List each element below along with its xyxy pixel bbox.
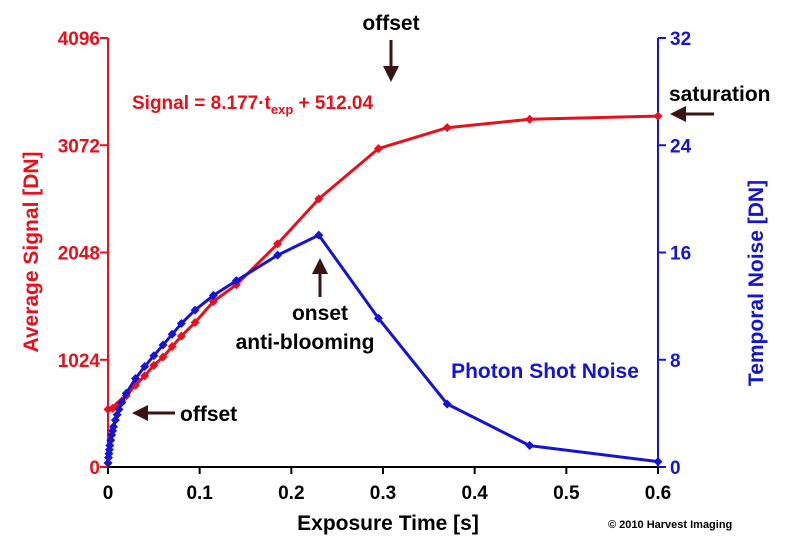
data-point-signal [176, 331, 186, 341]
right-ticks: 0 8 16 24 32 [658, 29, 692, 479]
series-layer [103, 111, 663, 468]
data-point-noise [140, 361, 150, 371]
copyright-text: © 2010 Harvest Imaging [608, 519, 732, 531]
data-point-noise [653, 457, 663, 467]
left-tick-label: 2048 [58, 244, 100, 265]
right-tick-label: 24 [670, 136, 692, 157]
onset-label-line1: onset [292, 302, 348, 325]
equation-suffix: + 512.04 [293, 93, 373, 114]
equation-prefix: Signal = 8.177·t [132, 93, 272, 114]
right-tick-label: 32 [670, 29, 691, 50]
x-axis-title: Exposure Time [s] [297, 512, 479, 535]
left-tick-label: 3072 [58, 136, 100, 157]
data-point-signal [273, 239, 283, 249]
equation-subscript: exp [271, 102, 293, 117]
data-point-noise [131, 374, 140, 384]
data-point-signal [208, 297, 218, 307]
right-tick-label: 16 [670, 244, 691, 265]
data-point-noise [176, 319, 186, 329]
x-tick-label: 0.5 [553, 483, 580, 504]
data-point-noise [442, 399, 452, 409]
right-tick-label: 8 [670, 351, 681, 372]
data-point-noise [373, 313, 383, 323]
data-point-noise [114, 404, 124, 414]
data-point-noise [109, 422, 118, 432]
offset-top-arrow [383, 40, 399, 82]
data-point-signal [140, 371, 150, 381]
left-ticks: 0 1024 2048 3072 4096 [58, 29, 108, 479]
data-point-noise [314, 230, 324, 240]
data-point-noise [208, 290, 218, 300]
offset-left-arrow [132, 405, 175, 421]
series-label-photon-shot-noise: Photon Shot Noise [451, 360, 639, 383]
data-point-noise [273, 250, 283, 260]
data-point-noise [158, 340, 168, 350]
right-axis-title: Temporal Noise [DN] [745, 180, 768, 386]
data-point-signal [525, 114, 535, 124]
saturation-label: saturation [669, 83, 771, 106]
left-tick-label: 4096 [58, 29, 100, 50]
data-point-noise [190, 305, 200, 315]
x-tick-label: 0.3 [370, 483, 396, 504]
data-point-noise [167, 329, 177, 339]
data-point-signal [314, 194, 324, 204]
left-tick-label: 1024 [58, 351, 101, 372]
onset-label-line2: anti-blooming [236, 331, 375, 354]
offset-top-label: offset [362, 12, 419, 35]
data-point-noise [231, 276, 241, 286]
x-tick-label: 0.6 [645, 483, 671, 504]
x-tick-label: 0.4 [461, 483, 488, 504]
left-tick-label: 0 [89, 458, 100, 479]
onset-arrow [312, 258, 328, 297]
data-point-signal [158, 352, 168, 362]
x-tick-label: 0.2 [278, 483, 304, 504]
data-point-signal [373, 144, 383, 154]
data-point-noise [117, 398, 127, 408]
offset-left-label: offset [180, 403, 237, 426]
data-point-signal [149, 360, 159, 370]
left-axis-title: Average Signal [DN] [20, 151, 43, 352]
signal-equation: Signal = 8.177·texp + 512.04 [132, 93, 373, 117]
data-point-signal [167, 342, 177, 352]
data-point-signal [653, 111, 663, 121]
series-line-noise [106, 233, 659, 464]
data-point-noise [525, 441, 535, 451]
saturation-arrow [670, 106, 714, 122]
right-tick-label: 0 [670, 458, 681, 479]
data-point-signal [190, 317, 200, 327]
x-ticks: 0 0.1 0.2 0.3 0.4 0.5 0.6 [103, 467, 671, 504]
data-point-signal [442, 123, 452, 133]
x-tick-label: 0.1 [186, 483, 213, 504]
x-tick-label: 0 [103, 483, 114, 504]
data-point-noise [103, 458, 113, 468]
data-point-noise [121, 388, 131, 398]
data-point-noise [149, 351, 159, 361]
